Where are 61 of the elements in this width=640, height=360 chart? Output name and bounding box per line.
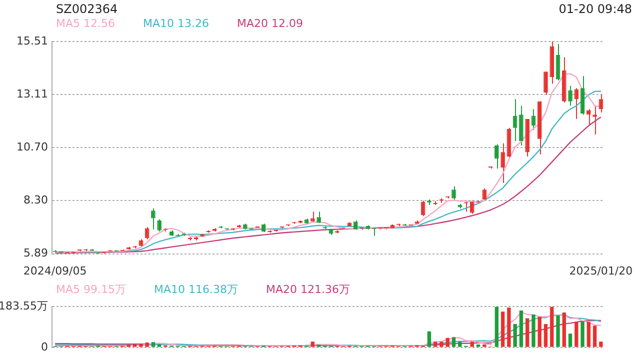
text: MA10 116.38万 [154, 282, 238, 296]
y-tick-label: 0 [41, 340, 48, 354]
bar [433, 342, 438, 347]
bar [574, 322, 578, 347]
chart-subtitle: 01-20 09:48 [558, 2, 632, 16]
bar [310, 342, 315, 347]
y-tick-label: 5.89 [24, 246, 48, 260]
bar [568, 334, 572, 347]
bar [525, 318, 530, 347]
bar [145, 342, 149, 347]
bar [132, 344, 137, 347]
candlestick [316, 211, 321, 224]
x-tick-label: 2025/01/20 [569, 264, 633, 278]
bar [550, 306, 554, 347]
bar [513, 324, 517, 347]
candlestick [452, 186, 456, 200]
candlestick [544, 71, 548, 96]
bar [544, 324, 548, 347]
candlestick [494, 144, 499, 170]
candlestick [470, 200, 474, 214]
chart-title: SZ002364 [56, 2, 118, 16]
bar [157, 344, 162, 347]
bar [532, 314, 536, 347]
bar [599, 342, 603, 347]
y-tick-label: 15.51 [16, 34, 48, 48]
bar [440, 342, 444, 347]
bar [139, 344, 143, 347]
bar [507, 308, 511, 347]
y-tick-label: 10.70 [16, 140, 48, 154]
text: MA10 13.26 [143, 17, 210, 31]
bar [580, 321, 584, 347]
bar [519, 310, 524, 347]
bar [592, 326, 597, 347]
bar [538, 316, 542, 347]
bar [500, 312, 505, 347]
bar [562, 312, 566, 347]
candlestick [586, 108, 591, 126]
bar [586, 322, 591, 347]
y-tick-label: 183.55万 [0, 299, 48, 312]
bar [494, 306, 499, 347]
y-tick-label: 13.11 [16, 87, 48, 100]
bar [452, 337, 456, 347]
candlestick [512, 98, 518, 142]
candlestick [353, 220, 358, 230]
candlestick [592, 105, 597, 135]
text: MA20 121.36万 [266, 282, 350, 296]
x-tick-label: 2024/09/05 [23, 264, 87, 278]
bar [458, 342, 462, 347]
y-tick-label: 8.30 [24, 194, 48, 206]
text: MA5 12.56 [56, 17, 116, 31]
bar [556, 315, 560, 347]
candlestick [157, 218, 162, 232]
text: MA20 12.09 [237, 17, 304, 31]
bar [446, 338, 450, 347]
bar [151, 342, 156, 347]
candlestick [500, 142, 505, 184]
bar [470, 342, 474, 347]
bar [427, 331, 432, 347]
candlestick [151, 208, 156, 230]
candlestick [568, 85, 572, 106]
text: MA5 99.15万 [56, 282, 126, 296]
